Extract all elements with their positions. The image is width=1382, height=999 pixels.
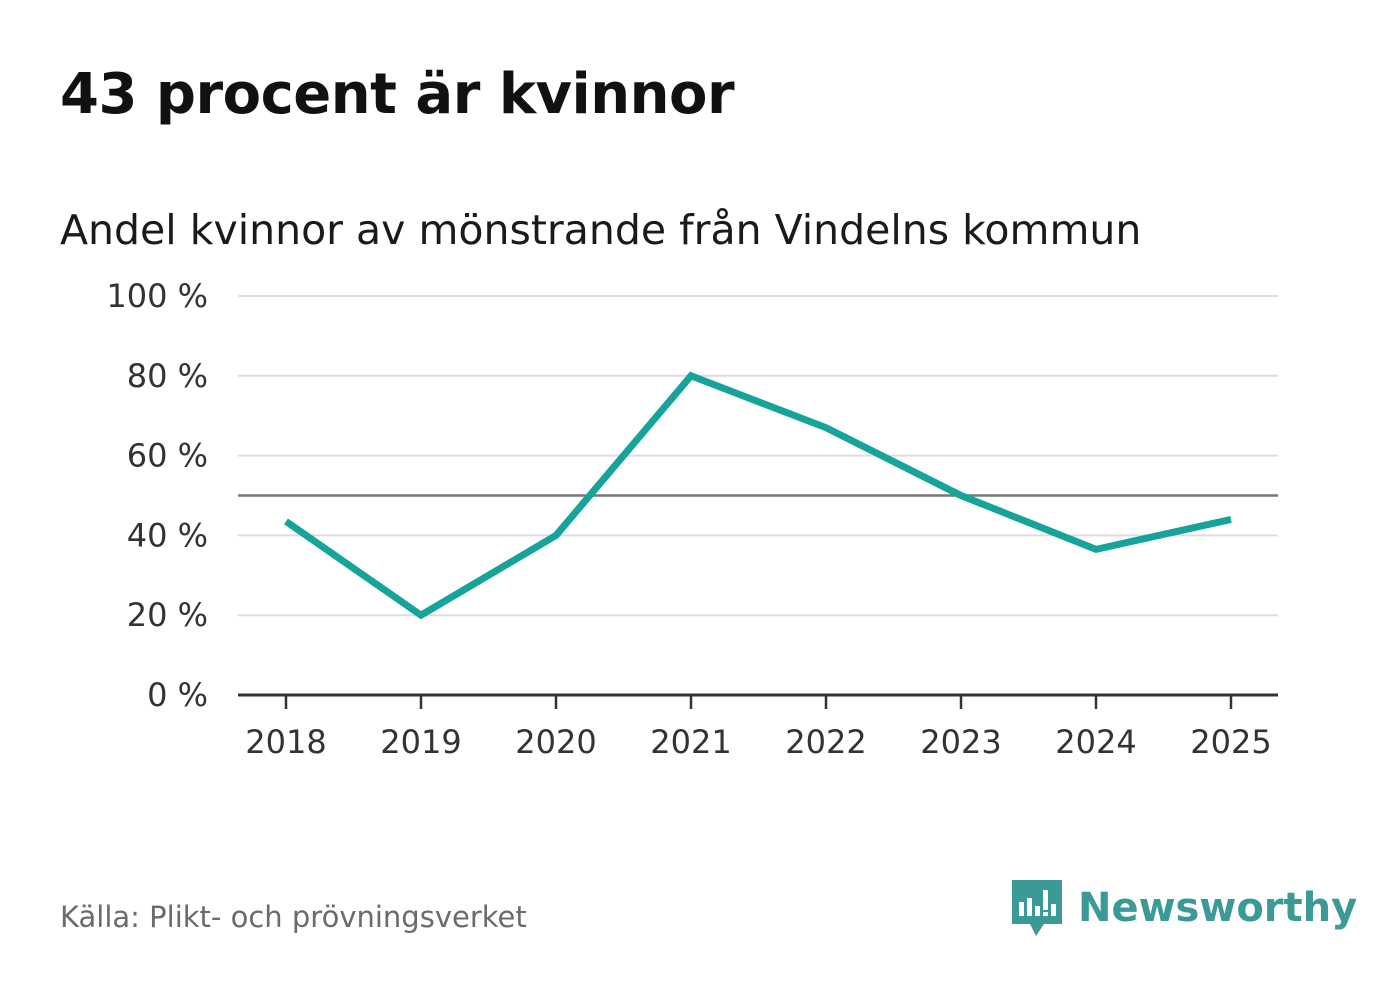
x-tick-label: 2022 xyxy=(785,723,866,761)
x-tick-label: 2020 xyxy=(515,723,596,761)
chart-subtitle: Andel kvinnor av mönstrande från Vindeln… xyxy=(60,206,1142,254)
x-tick-label: 2019 xyxy=(380,723,461,761)
y-axis-labels: 0 % 20 % 40 % 60 % 80 % 100 % xyxy=(106,277,208,714)
x-tick-label: 2018 xyxy=(245,723,326,761)
series-line xyxy=(284,371,1232,620)
chart-title: 43 procent är kvinnor xyxy=(60,62,735,127)
x-tick-label: 2025 xyxy=(1190,723,1271,761)
gridlines xyxy=(238,295,1278,617)
series-group xyxy=(284,371,1232,620)
y-tick-label: 20 % xyxy=(127,596,208,634)
x-axis xyxy=(238,693,1278,709)
x-tick-label: 2023 xyxy=(920,723,1001,761)
newsworthy-logo-icon xyxy=(1012,880,1062,936)
source-note: Källa: Plikt- och prövningsverket xyxy=(60,900,527,934)
y-tick-label: 60 % xyxy=(127,437,208,475)
y-tick-label: 100 % xyxy=(106,277,208,315)
brand-logo: Newsworthy xyxy=(1010,878,1357,938)
x-tick-label: 2024 xyxy=(1055,723,1136,761)
x-axis-labels: 2018 2019 2020 2021 2022 2023 2024 2025 xyxy=(245,723,1271,761)
y-tick-label: 80 % xyxy=(127,357,208,395)
brand-name: Newsworthy xyxy=(1078,885,1358,931)
y-tick-label: 40 % xyxy=(127,516,208,554)
y-tick-label: 0 % xyxy=(147,676,208,714)
x-tick-label: 2021 xyxy=(650,723,731,761)
